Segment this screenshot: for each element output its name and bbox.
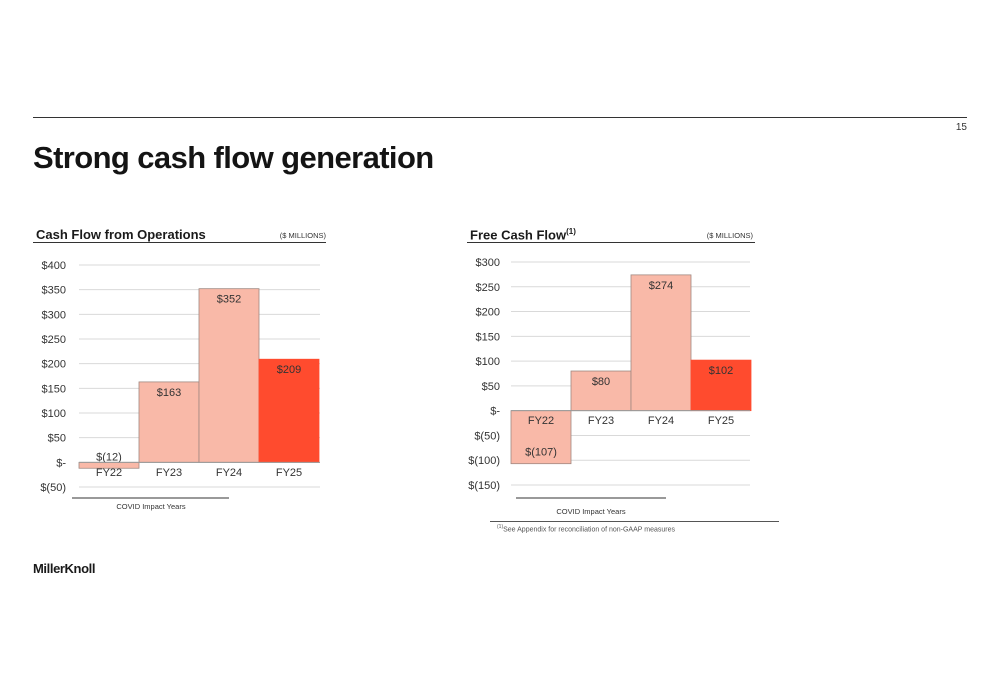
- x-tick-label: FY25: [708, 415, 734, 427]
- chart-title: Cash Flow from Operations: [36, 227, 206, 242]
- footnote-text: See Appendix for reconciliation of non-G…: [503, 526, 675, 534]
- x-tick-label: FY23: [588, 415, 614, 427]
- top-divider: [33, 117, 967, 118]
- bar-fy22: [510, 410, 572, 465]
- data-label: $(107): [525, 447, 557, 459]
- y-tick-label: $100: [476, 356, 500, 368]
- y-tick-label: $150: [476, 331, 500, 343]
- y-tick-label: $-: [490, 406, 500, 418]
- y-tick-label: $300: [476, 257, 500, 269]
- y-tick-label: $200: [476, 307, 500, 319]
- footnote-marker: (1): [497, 524, 504, 530]
- y-tick-label: $50: [482, 381, 500, 393]
- bar-fy24: [630, 274, 692, 412]
- y-tick-label: $-: [56, 457, 66, 469]
- chart-title-superscript: (1): [566, 227, 576, 236]
- chart-title-rule: [467, 242, 755, 243]
- bar-fy25: [690, 359, 752, 412]
- chart-header-operations: Cash Flow from Operations ($ MILLIONS): [36, 227, 326, 242]
- y-tick-label: $200: [42, 359, 66, 371]
- data-label: $209: [277, 364, 301, 376]
- y-tick-label: $350: [42, 285, 66, 297]
- chart-title-rule: [33, 242, 326, 243]
- data-label: $274: [649, 280, 673, 292]
- y-tick-label: $300: [42, 309, 66, 321]
- x-tick-label: FY22: [528, 415, 554, 427]
- chart-unit-label: ($ MILLIONS): [279, 231, 326, 240]
- y-tick-label: $250: [42, 334, 66, 346]
- x-tick-label: FY24: [216, 467, 242, 479]
- y-tick-label: $250: [476, 282, 500, 294]
- page-title: Strong cash flow generation: [33, 140, 434, 175]
- company-logo: MillerKnoll: [33, 561, 96, 576]
- data-label: $80: [592, 376, 610, 388]
- y-tick-label: $150: [42, 383, 66, 395]
- y-tick-label: $(50): [474, 430, 500, 442]
- bar-fy25: [258, 358, 320, 463]
- y-tick-label: $(50): [40, 482, 66, 494]
- bar-fy23: [138, 381, 200, 463]
- x-tick-label: FY25: [276, 467, 302, 479]
- chart-unit-label: ($ MILLIONS): [706, 231, 753, 240]
- y-tick-label: $(100): [468, 455, 500, 467]
- data-label: $(12): [96, 451, 122, 463]
- page-number: 15: [955, 122, 967, 133]
- bar-fy24: [198, 288, 260, 463]
- footnote: (1)See Appendix for reconciliation of no…: [497, 524, 675, 533]
- chart-title-text: Free Cash Flow: [470, 227, 567, 243]
- covid-bracket-label: COVID Impact Years: [116, 502, 185, 511]
- footnote-rule: [490, 521, 779, 522]
- data-label: $352: [217, 294, 241, 306]
- y-tick-label: $(150): [468, 480, 500, 492]
- x-tick-label: FY23: [156, 467, 182, 479]
- data-label: $163: [157, 387, 181, 399]
- chart-title: Free Cash Flow(1): [470, 227, 576, 242]
- y-tick-label: $100: [42, 408, 66, 420]
- x-tick-label: FY22: [96, 467, 122, 479]
- chart-header-free-cash-flow: Free Cash Flow(1) ($ MILLIONS): [470, 227, 753, 242]
- covid-bracket-label: COVID Impact Years: [556, 507, 625, 516]
- bar-fy23: [570, 370, 632, 412]
- data-label: $102: [709, 365, 733, 377]
- y-tick-label: $50: [48, 433, 66, 445]
- y-tick-label: $400: [42, 260, 66, 272]
- x-tick-label: FY24: [648, 415, 674, 427]
